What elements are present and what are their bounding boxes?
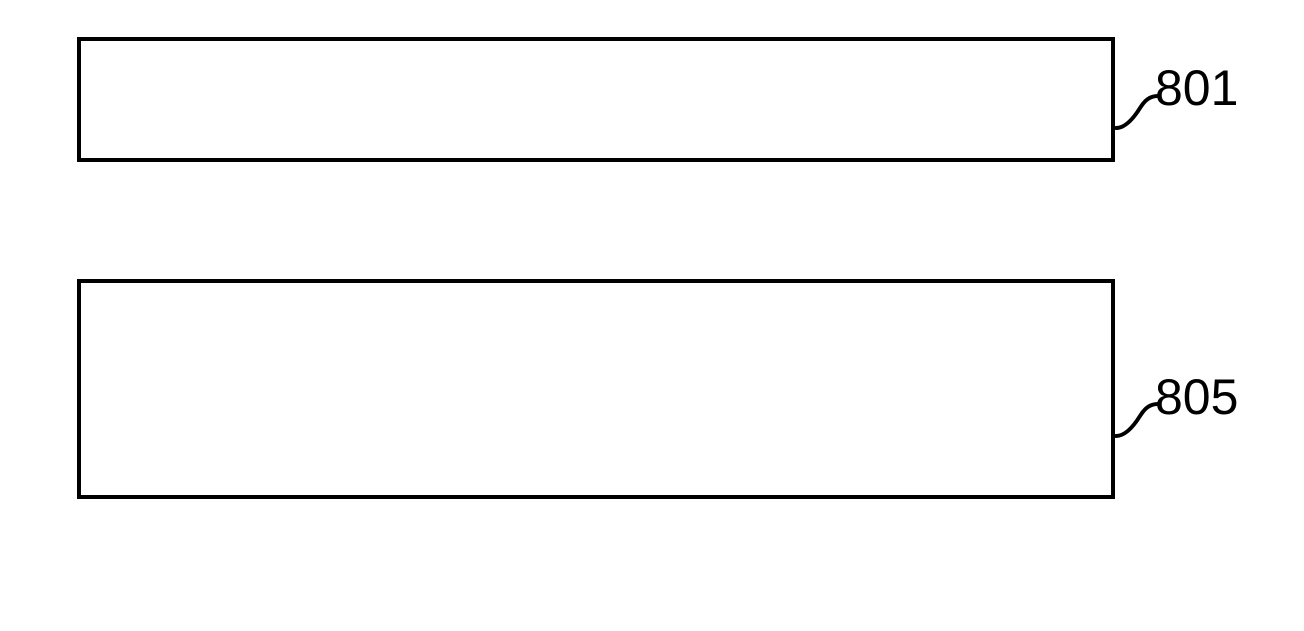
reference-label-805: 805 — [1155, 368, 1238, 426]
reference-label-801: 801 — [1155, 59, 1238, 117]
leader-line-805 — [0, 0, 1304, 631]
